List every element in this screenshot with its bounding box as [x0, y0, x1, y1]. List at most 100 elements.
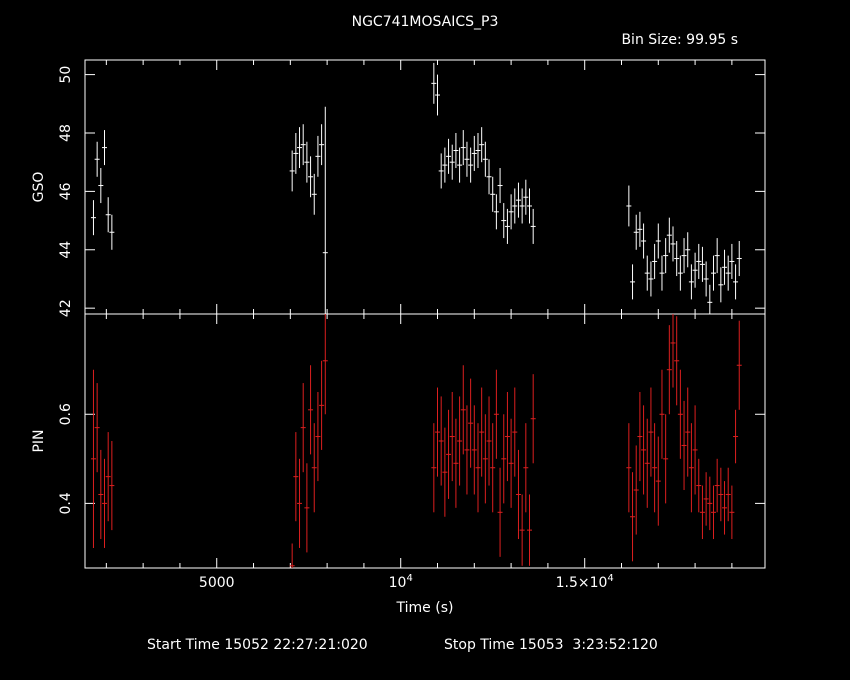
gso-point [688, 264, 694, 300]
gso-point [493, 194, 499, 230]
pin-point [482, 414, 488, 504]
gso-point [293, 132, 299, 174]
pin-point [94, 383, 100, 473]
pin-point [98, 449, 104, 540]
gso-point [435, 74, 441, 116]
gso-panel: 42 44 46 48 50 GSO [31, 59, 766, 317]
pin-point [641, 405, 647, 495]
pin-point [109, 441, 115, 531]
pin-point [315, 391, 321, 482]
chart-title: NGC741MOSAICS_P3 [352, 14, 499, 30]
pin-point [677, 369, 683, 459]
pin-point [519, 494, 525, 566]
pin-point [453, 418, 459, 508]
gso-point [105, 197, 111, 233]
gso-point [304, 141, 310, 183]
gso-point [703, 261, 709, 297]
gso-point [718, 267, 724, 303]
gso-point [733, 264, 739, 300]
gso-point [652, 243, 658, 279]
gso-point [442, 147, 448, 183]
gso-point [527, 188, 533, 224]
gso-ytick-label-2: 46 [58, 182, 74, 200]
bin-size-label: Bin Size: 99.95 s [621, 32, 738, 48]
gso-point [98, 168, 104, 204]
pin-point [659, 369, 665, 459]
pin-point [479, 387, 485, 477]
gso-point [490, 176, 496, 212]
pin-point [102, 458, 108, 548]
pin-point [530, 374, 536, 464]
pin-point [644, 418, 650, 508]
gso-ytick-label-4: 50 [58, 66, 74, 84]
pin-point [431, 423, 437, 513]
start-time-label: Start Time 15052 22:27:21:020 [147, 637, 368, 653]
pin-point [699, 485, 705, 540]
gso-point [315, 135, 321, 177]
pin-point [666, 325, 672, 415]
pin-point [304, 463, 310, 553]
gso-point [297, 127, 303, 169]
pin-point [319, 360, 325, 450]
pin-point [722, 481, 728, 535]
gso-point [670, 226, 676, 262]
gso-point [696, 243, 702, 279]
pin-panel-frame [84, 313, 766, 569]
pin-point [630, 472, 636, 562]
pin-point [648, 387, 654, 477]
pin-point [718, 467, 724, 522]
gso-point [479, 127, 485, 163]
gso-point [431, 62, 437, 104]
gso-point [725, 255, 731, 291]
gso-point [311, 173, 317, 215]
gso-point [630, 264, 636, 300]
gso-point [659, 255, 665, 291]
gso-point [300, 124, 306, 166]
pin-point [293, 432, 299, 522]
pin-point [736, 320, 742, 410]
pin-point [297, 458, 303, 548]
gso-point [453, 132, 459, 169]
gso-point [482, 141, 488, 177]
stop-time-label: Stop Time 15053 3:23:52:120 [444, 637, 658, 653]
pin-point [308, 365, 314, 455]
pin-point [508, 418, 514, 508]
pin-point [703, 472, 709, 526]
gso-y-axis-label: GSO [31, 172, 47, 203]
pin-point [707, 476, 713, 531]
gso-point [523, 179, 529, 215]
gso-point [692, 252, 698, 288]
pin-point [322, 314, 328, 415]
gso-point [666, 217, 672, 253]
gso-ytick-label-1: 44 [58, 241, 74, 259]
gso-point [319, 124, 325, 166]
pin-point [729, 485, 735, 540]
gso-point [685, 232, 691, 268]
gso-point [626, 185, 632, 227]
gso-point [637, 211, 643, 247]
gso-point [102, 130, 108, 166]
pin-point [523, 423, 529, 513]
pin-point [475, 423, 481, 513]
gso-point [519, 188, 525, 224]
gso-point [486, 159, 492, 195]
gso-point [655, 223, 661, 259]
time-x-axis-label: Time (s) [396, 600, 454, 616]
pin-point [515, 449, 521, 540]
pin-point [300, 383, 306, 473]
gso-point [460, 130, 466, 166]
pin-point [468, 378, 474, 468]
pin-point [446, 409, 452, 499]
pin-point [438, 396, 444, 486]
pin-point [471, 405, 477, 495]
pin-point [493, 369, 499, 459]
pin-point [457, 396, 463, 486]
pin-point [435, 387, 441, 477]
pin-point [714, 458, 720, 513]
gso-point [501, 203, 507, 239]
pin-point [504, 391, 510, 482]
gso-point [736, 241, 742, 277]
pin-panel: 0.4 0.6 5000 104 1.5×104 PIN Time (s) [31, 313, 766, 616]
pin-point [696, 458, 702, 513]
